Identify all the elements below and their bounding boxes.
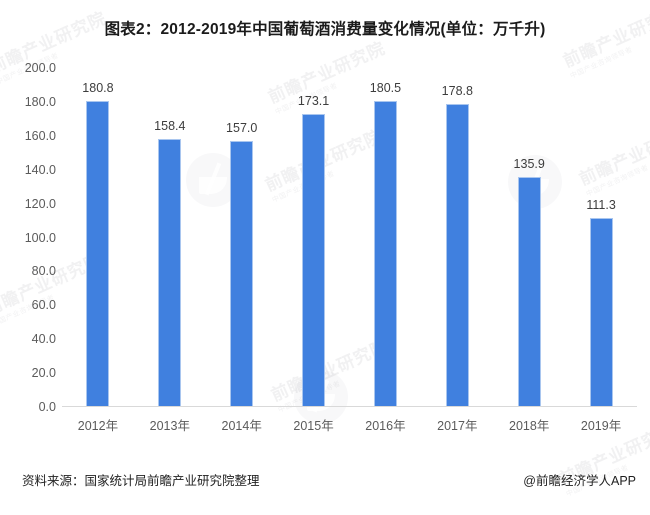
- bar[interactable]: [302, 113, 326, 407]
- x-axis-line: [62, 405, 637, 407]
- plot-area: 0.0 20.0 40.0 60.0 80.0 100.0 120.0 140.0 160.0 1…: [25, 61, 637, 433]
- bar-group: 157.0 2014年: [206, 68, 278, 433]
- attribution-note: @前瞻经济学人APP: [523, 474, 636, 488]
- chart-title: 图表2：2012-2019年中国葡萄酒消费量变化情况(单位：万千升): [104, 21, 546, 38]
- bar[interactable]: [589, 218, 613, 407]
- x-axis-tick-label: 2019年: [580, 419, 622, 433]
- y-axis-tick-label: 0.0: [38, 400, 56, 414]
- source-note: 资料来源：国家统计局前瞻产业研究院整理: [22, 474, 260, 488]
- bar-value-label: 178.8: [441, 83, 473, 98]
- x-axis-tick-label: 2012年: [77, 419, 119, 433]
- y-axis: 0.0 20.0 40.0 60.0 80.0 100.0 120.0 140.0 160.0 1…: [2, 61, 56, 414]
- bar-value-label: 173.1: [297, 93, 330, 108]
- y-axis-tick-label: 180.0: [24, 94, 56, 109]
- y-axis-tick-label: 200.0: [24, 61, 56, 75]
- bar-group: 158.4 2013年: [134, 68, 206, 433]
- bar-value-label: 157.0: [226, 120, 258, 135]
- bar[interactable]: [86, 100, 110, 407]
- x-axis-tick-label: 2017年: [437, 419, 478, 433]
- y-axis-tick-label: 100.0: [24, 230, 56, 245]
- bar-value-label: 111.3: [586, 198, 616, 213]
- bar-group: 173.1 2015年: [278, 68, 350, 433]
- y-axis-tick-label: 160.0: [24, 128, 56, 143]
- x-axis-tick-label: 2014年: [221, 419, 262, 433]
- bar-value-label: 135.9: [513, 156, 545, 171]
- x-axis-tick-label: 2018年: [509, 419, 550, 433]
- watermark-text-sub: 中国产业咨询领导者: [565, 464, 630, 499]
- bar[interactable]: [230, 140, 254, 407]
- x-axis-tick-label: 2015年: [293, 419, 334, 433]
- bar[interactable]: [373, 101, 397, 407]
- bar[interactable]: [445, 103, 469, 407]
- x-axis-tick-label: 2016年: [365, 419, 406, 433]
- bar[interactable]: [517, 176, 541, 407]
- footer: 资料来源：国家统计局前瞻产业研究院整理 @前瞻经济学人APP: [22, 470, 636, 489]
- bar-group: 135.9 2018年: [493, 68, 565, 433]
- bar-group: 180.5 2016年: [350, 68, 422, 433]
- y-axis-tick-label: 140.0: [24, 162, 56, 177]
- bar-group: 111.3 2019年: [565, 68, 637, 433]
- bar-group: 180.8 2012年: [62, 68, 134, 433]
- bar-value-label: 180.8: [82, 80, 114, 95]
- y-axis-tick-label: 120.0: [24, 196, 56, 211]
- x-axis-tick-label: 2013年: [149, 419, 190, 433]
- bar-value-label: 158.4: [154, 118, 186, 133]
- y-axis-tick-label: 60.0: [31, 298, 56, 313]
- y-axis-tick-label: 20.0: [31, 366, 56, 381]
- y-axis-tick-label: 40.0: [31, 332, 56, 347]
- y-axis-tick-label: 80.0: [31, 264, 56, 279]
- bar-group: 178.8 2017年: [421, 68, 493, 433]
- bar-value-label: 180.5: [369, 81, 402, 96]
- bar-series: 180.8 2012年 158.4 2013年 157.0 2014年 173.1 2015年…: [62, 68, 637, 433]
- bar[interactable]: [158, 138, 182, 407]
